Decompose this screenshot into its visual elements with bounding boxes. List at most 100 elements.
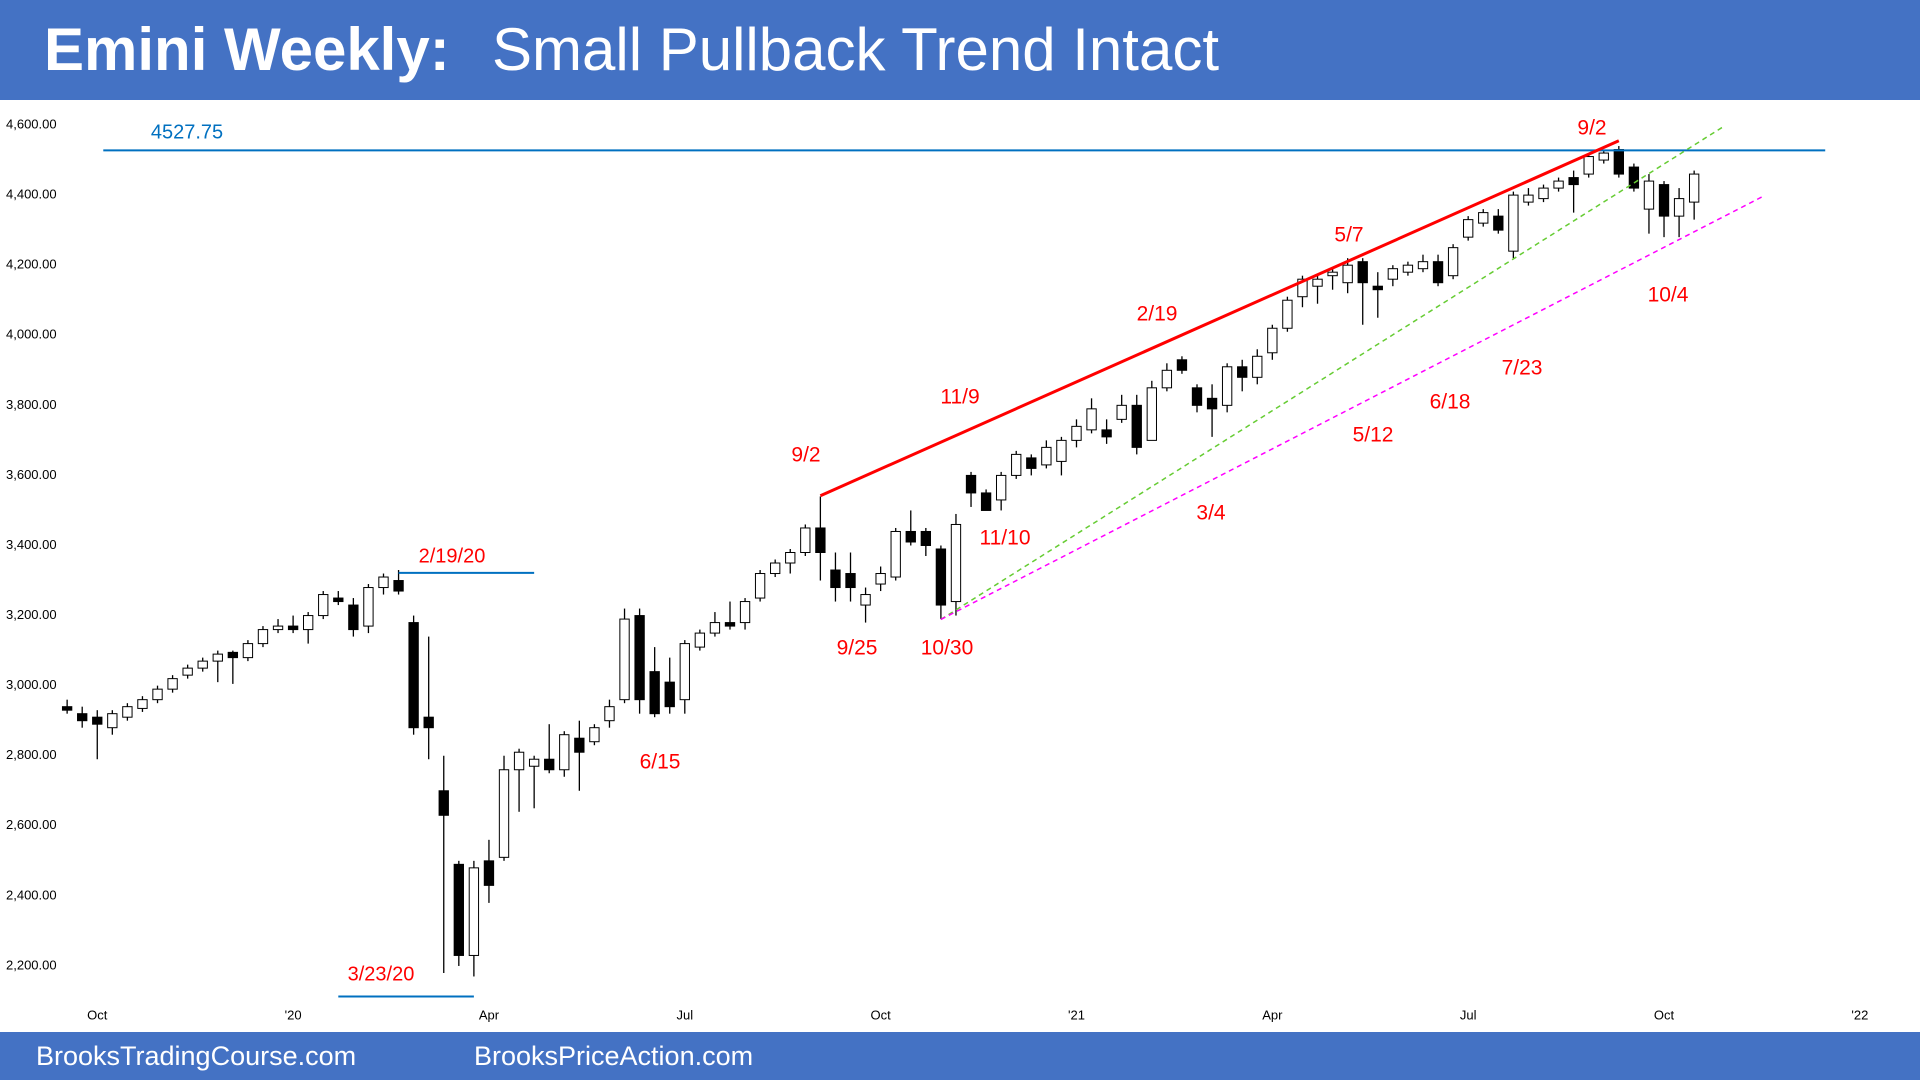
candle-body [1101,429,1112,438]
candle-body [528,758,540,767]
candle-body [739,601,751,624]
candle-body [1191,387,1203,406]
y-tick-label: 3,400.00 [6,537,57,552]
y-tick-label: 3,000.00 [6,677,57,692]
footer-text: BrooksPriceAction.com [474,1041,754,1071]
annotation: 6/18 [1430,391,1471,414]
candle-body [935,548,947,606]
candle-body [800,527,811,553]
annotation: 5/12 [1353,424,1394,447]
candle-body [1643,180,1655,210]
candle-body [1613,149,1624,175]
candle-body [393,580,404,592]
candle-body [1342,264,1353,284]
candle-body [679,643,690,701]
candle-body [77,713,88,722]
candle-body [1658,184,1670,217]
y-tick-label: 4,000.00 [6,327,57,342]
candle-body [1688,173,1700,203]
annotation: 3/4 [1196,502,1226,525]
candle-body [1478,212,1489,224]
candle-body [574,737,585,753]
candle-body [1387,268,1399,280]
candle-body [242,643,254,659]
candle-body [1252,355,1263,378]
candle-body [272,625,284,631]
annotation: 11/9 [940,386,979,409]
candle-body [845,573,856,589]
candle-body [1327,271,1338,277]
candle-body [1282,299,1293,329]
x-tick-label: Apr [479,1007,500,1022]
line-label: 3/23/20 [348,963,415,985]
candle-body [1553,180,1564,189]
y-tick-label: 4,600.00 [6,116,57,131]
y-tick-label: 3,600.00 [6,467,57,482]
candle-body [333,597,344,603]
x-tick-label: Apr [1262,1007,1283,1022]
candle-body [137,699,148,709]
candle-body [227,651,239,659]
x-tick-label: Oct [87,1007,108,1022]
candle-body [363,587,374,627]
candle-body [709,622,721,634]
candle-body [544,758,555,771]
candle-body [513,751,525,771]
candle-body [1417,261,1429,270]
candle-body [860,594,871,606]
candle-body [197,660,208,669]
annotation: 2/19 [1137,303,1178,326]
candle-body [257,629,269,645]
annotation: 11/10 [980,527,1031,550]
annotation: 7/23 [1502,357,1543,380]
x-tick-label: Jul [676,1007,693,1022]
candle-body [378,576,389,589]
annotation: 5/7 [1334,224,1363,247]
candle-body [1131,404,1142,448]
footer-text: BrooksTradingCourse.com [36,1041,357,1071]
x-tick-label: Oct [1654,1007,1675,1022]
trend-line [819,139,1620,498]
candle-body [483,860,495,886]
title-bar: Emini Weekly: Small Pullback Trend Intac… [0,0,1920,100]
candle-body [1116,404,1127,420]
y-tick-label: 3,800.00 [6,397,57,412]
candle-body [875,573,886,585]
candle-body [785,552,796,564]
y-tick-label: 3,200.00 [6,607,57,622]
x-tick-label: Oct [871,1007,892,1022]
candle-body [152,688,163,701]
candle-body [1357,261,1368,284]
candle-body [1206,397,1218,410]
chart-subtitle: Small Pullback Trend Intact [492,16,1220,83]
candle-body [905,530,916,543]
candle-body [61,706,73,711]
candle-body [1598,152,1609,161]
candle-body [754,573,766,599]
candle-body [1011,453,1022,476]
candle-body [1432,261,1444,284]
candle-body [1267,327,1278,354]
candle-body [167,678,178,690]
candle-body [1628,166,1640,189]
trend-line-dashed [940,125,1725,621]
candle-body [287,625,299,631]
annotation: 10/4 [1648,284,1689,307]
candle-body [1583,156,1594,175]
candle-body [634,615,645,701]
candle-body [498,769,510,858]
line-label: 4527.75 [151,121,223,143]
candle-body [1071,425,1082,441]
chart-title: Emini Weekly: [44,16,450,83]
candle-body [107,713,118,729]
annotation: 10/30 [921,637,974,660]
candle-body [318,594,329,617]
candle-body [1402,264,1414,273]
candle-body [1026,457,1037,469]
candle-body [348,604,359,631]
chart: 2,200.00 2,400.00 2,600.00 2,800.00 3,000.00… [6,116,1869,1023]
candle-body [1493,215,1504,231]
candle-body [559,734,570,771]
candle-body [1538,187,1549,200]
